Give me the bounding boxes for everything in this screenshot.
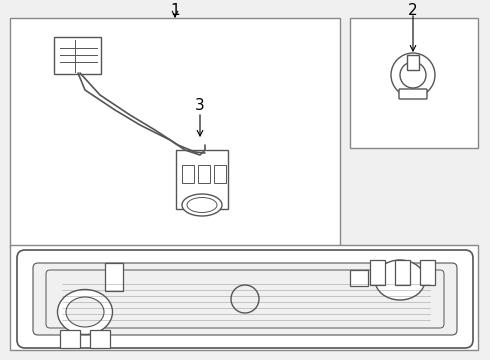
- Bar: [395, 260, 410, 285]
- Bar: [90, 330, 110, 348]
- Ellipse shape: [187, 198, 217, 212]
- Ellipse shape: [375, 260, 425, 300]
- Bar: [350, 18, 478, 148]
- Ellipse shape: [57, 289, 113, 334]
- Text: 2: 2: [408, 3, 418, 18]
- FancyBboxPatch shape: [33, 263, 457, 335]
- Bar: [10, 245, 478, 350]
- Bar: [420, 260, 435, 285]
- FancyBboxPatch shape: [46, 270, 444, 328]
- FancyBboxPatch shape: [399, 89, 427, 99]
- Bar: [105, 263, 123, 291]
- Circle shape: [231, 285, 259, 313]
- FancyBboxPatch shape: [17, 250, 473, 348]
- Bar: [10, 18, 340, 248]
- Bar: [214, 165, 226, 183]
- FancyBboxPatch shape: [176, 150, 228, 209]
- Bar: [198, 165, 210, 183]
- Bar: [182, 165, 194, 183]
- Ellipse shape: [182, 194, 222, 216]
- Text: 3: 3: [195, 98, 205, 113]
- Bar: [370, 260, 385, 285]
- Bar: [350, 270, 368, 286]
- Circle shape: [400, 62, 426, 88]
- Circle shape: [391, 53, 435, 97]
- FancyBboxPatch shape: [54, 37, 101, 74]
- Text: 1: 1: [170, 3, 180, 18]
- Ellipse shape: [66, 297, 104, 327]
- Bar: [407, 55, 419, 70]
- Bar: [60, 330, 80, 348]
